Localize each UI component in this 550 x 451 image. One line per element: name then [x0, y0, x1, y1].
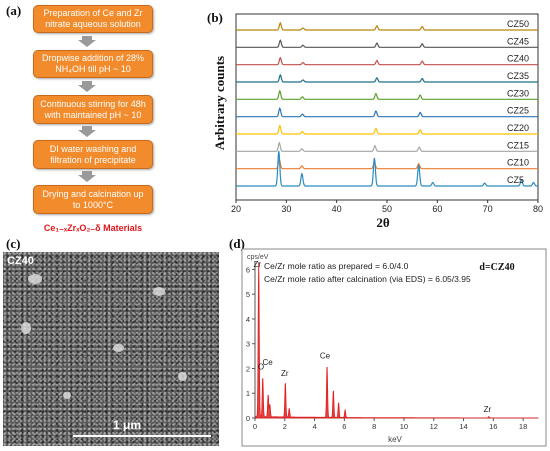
xrd-series-label: CZ45: [507, 36, 529, 46]
xrd-x-tick-label: 70: [483, 204, 493, 214]
xrd-series-label: CZ10: [507, 158, 529, 168]
xrd-series-line: [236, 39, 538, 48]
eds-ylabel: cps/eV: [247, 254, 269, 261]
flow-step-2: Dropwise addition of 28% NH₄OH till pH ~…: [33, 50, 153, 78]
eds-element-label: Zr: [281, 369, 289, 378]
xrd-series-label: CZ15: [507, 140, 529, 150]
xrd-series-line: [236, 73, 538, 83]
material-label: Ce₁₋ₓZrₓO₂₋δ Materials: [43, 223, 143, 233]
scale-bar: [73, 435, 211, 437]
xrd-x-tick-label: 20: [231, 204, 241, 214]
panel-label-a: (a): [6, 3, 22, 18]
eds-element-label: Zr: [253, 260, 261, 269]
xrd-series-line: [236, 21, 538, 31]
xrd-series-line: [236, 158, 538, 170]
panel-label-d: (d): [229, 236, 245, 251]
eds-y-tick-label: 5: [246, 290, 250, 299]
flow-step-1: Preparation of Ce and Zr nitrate aqueous…: [33, 5, 153, 33]
xrd-series-line: [236, 124, 538, 135]
eds-sample-tag: d=CZ40: [479, 262, 514, 273]
eds-x-tick-label: 16: [489, 422, 497, 431]
xrd-xlabel: 2θ: [376, 215, 390, 230]
sem-image: CZ40 1 μm: [3, 252, 219, 446]
eds-element-label: Zr: [484, 405, 492, 414]
eds-x-tick-label: 2: [283, 422, 287, 431]
xrd-x-tick-label: 30: [281, 204, 291, 214]
sem-sample-tag: CZ40: [7, 255, 34, 267]
eds-x-tick-label: 4: [312, 422, 316, 431]
xrd-series-label: CZ35: [507, 71, 529, 81]
eds-xlabel: keV: [388, 435, 402, 444]
xrd-ylabel: Arbitrary counts: [212, 56, 227, 150]
xrd-series-line: [236, 89, 538, 100]
eds-element-label: Ce: [320, 352, 331, 361]
xrd-series-line: [236, 150, 538, 187]
scale-bar-label: 1 μm: [113, 418, 142, 432]
xrd-plot-frame: [235, 13, 539, 201]
panel-label-c: (c): [6, 236, 21, 251]
eds-y-tick-label: 0: [246, 414, 250, 423]
eds-x-tick-label: 14: [459, 422, 467, 431]
xrd-series-label: CZ50: [507, 19, 529, 29]
eds-x-tick-label: 8: [372, 422, 376, 431]
eds-x-tick-label: 10: [400, 422, 408, 431]
flow-step-3: Continuous stirring for 48h with maintai…: [33, 95, 153, 124]
eds-y-tick-label: 4: [246, 315, 250, 324]
xrd-x-tick-label: 80: [533, 204, 543, 214]
xrd-x-tick-label: 40: [332, 204, 342, 214]
flow-step-4: DI water washing and filtration of preci…: [33, 140, 153, 169]
xrd-x-tick-label: 60: [432, 204, 442, 214]
xrd-series-label: CZ25: [507, 106, 529, 116]
eds-y-tick-label: 6: [246, 265, 250, 274]
xrd-series-line: [236, 56, 538, 66]
eds-x-tick-label: 18: [519, 422, 527, 431]
xrd-series-label: CZ40: [507, 54, 529, 64]
eds-frame: [241, 248, 547, 447]
eds-annotation-1: Ce/Zr mole ratio as prepared = 6.0/4.0: [264, 261, 409, 271]
eds-spectrum: [255, 261, 539, 419]
xrd-series-line: [236, 106, 538, 118]
eds-x-tick-label: 6: [342, 422, 346, 431]
eds-annotation-2: Ce/Zr mole ratio after calcination (via …: [264, 274, 471, 284]
xrd-series-label: CZ30: [507, 88, 529, 98]
eds-y-tick-label: 3: [246, 340, 250, 349]
eds-y-tick-label: 2: [246, 364, 250, 373]
eds-x-tick-label: 12: [430, 422, 438, 431]
eds-element-label: Ce: [263, 358, 274, 367]
xrd-series-label: CZ5: [507, 175, 524, 185]
xrd-x-tick-label: 50: [382, 204, 392, 214]
eds-element-label: O: [258, 363, 264, 372]
flow-step-5: Drying and calcination up to 1000°C: [33, 185, 153, 214]
eds-y-tick-label: 1: [246, 389, 250, 398]
eds-x-tick-label: 0: [253, 422, 257, 431]
xrd-series-line: [236, 141, 538, 152]
panel-label-b: (b): [207, 10, 223, 25]
xrd-series-label: CZ20: [507, 123, 529, 133]
